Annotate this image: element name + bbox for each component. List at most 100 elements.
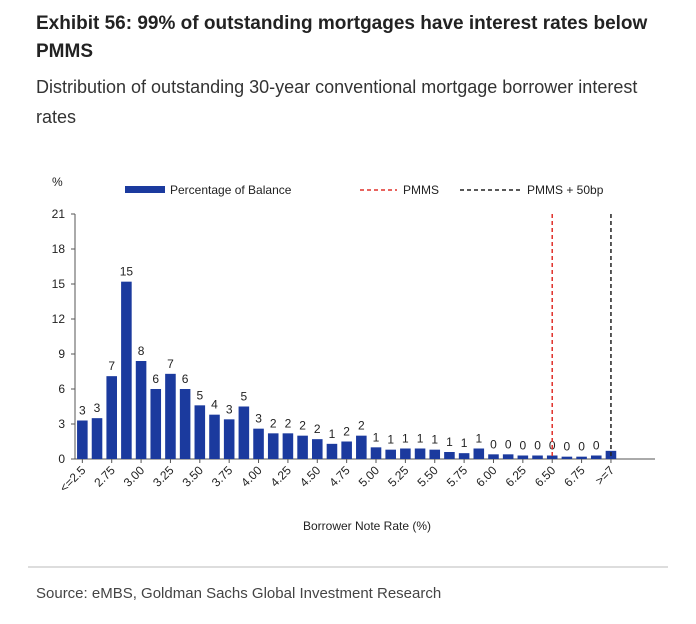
- data-label: 0: [490, 437, 497, 451]
- x-tick-label: 5.00: [356, 463, 383, 490]
- bar: [429, 449, 441, 459]
- data-label: 1: [461, 436, 468, 450]
- x-tick-label: 4.75: [326, 463, 353, 490]
- legend-swatch: [125, 186, 165, 193]
- bar: [517, 455, 529, 459]
- y-tick-label: 15: [52, 277, 66, 291]
- bar: [444, 452, 455, 459]
- data-label: 1: [431, 433, 438, 447]
- bar: [150, 389, 162, 459]
- data-label: 6: [152, 372, 159, 386]
- x-tick-label: >=7: [593, 463, 618, 488]
- x-tick-label: 6.75: [561, 463, 588, 490]
- y-tick-label: 0: [58, 452, 65, 466]
- x-tick-label: 5.25: [385, 463, 412, 490]
- bar: [400, 448, 411, 459]
- data-label: 3: [79, 404, 86, 418]
- y-tick-label: 12: [52, 312, 66, 326]
- data-label: 2: [343, 425, 350, 439]
- bar: [341, 441, 352, 459]
- legend-label: Percentage of Balance: [170, 183, 292, 197]
- data-label: 1: [417, 432, 424, 446]
- bar: [370, 447, 382, 459]
- bar: [297, 435, 308, 459]
- bar: [502, 454, 514, 459]
- bar: [194, 405, 206, 459]
- data-label: 1: [402, 432, 409, 446]
- bar: [91, 418, 103, 459]
- bar: [414, 448, 426, 459]
- x-tick-label: 4.25: [268, 463, 295, 490]
- bar: [165, 373, 176, 459]
- chart-subtitle: Distribution of outstanding 30-year conv…: [36, 77, 637, 127]
- data-label: 8: [138, 344, 145, 358]
- x-tick-label: 3.50: [180, 463, 207, 490]
- source: Source: eMBS, Goldman Sachs Global Inves…: [36, 585, 441, 602]
- y-tick-label: 21: [52, 207, 66, 221]
- x-tick-label: 4.00: [238, 463, 265, 490]
- bar: [238, 406, 250, 459]
- bar: [473, 448, 485, 459]
- x-axis-title: Borrower Note Rate (%): [303, 519, 431, 533]
- data-label: 5: [241, 390, 248, 404]
- bar: [223, 419, 235, 459]
- y-unit: %: [52, 175, 63, 189]
- y-tick-label: 6: [58, 382, 65, 396]
- data-label: 1: [446, 435, 453, 449]
- data-label: 2: [314, 422, 321, 436]
- data-label: 0: [593, 439, 600, 453]
- data-label: 1: [387, 433, 394, 447]
- y-tick-label: 3: [58, 417, 65, 431]
- data-label: 5: [196, 388, 203, 402]
- data-label: 2: [358, 419, 365, 433]
- bar: [121, 281, 132, 459]
- x-tick-label: 3.25: [150, 463, 177, 490]
- bar: [488, 454, 499, 459]
- bar: [385, 449, 396, 459]
- bar: [458, 453, 470, 459]
- x-tick-label: 3.00: [121, 463, 148, 490]
- data-label: 0: [578, 440, 585, 454]
- bar: [576, 456, 587, 459]
- x-tick-label: 2.75: [91, 463, 118, 490]
- data-label: 1: [329, 427, 336, 441]
- data-label: 3: [255, 412, 262, 426]
- data-label: 6: [182, 372, 189, 386]
- data-label: 15: [120, 265, 134, 279]
- data-label: 0: [534, 439, 541, 453]
- x-tick-label: 6.25: [503, 463, 530, 490]
- data-label: 0: [520, 439, 527, 453]
- bar: [209, 414, 220, 459]
- x-tick-label: 4.50: [297, 463, 324, 490]
- data-label: 1: [475, 432, 482, 446]
- bar: [590, 455, 602, 459]
- bar: [253, 428, 264, 459]
- bar: [311, 439, 323, 459]
- y-tick-label: 9: [58, 347, 65, 361]
- legend-label: PMMS + 50bp: [527, 183, 604, 197]
- bar: [267, 433, 279, 459]
- bar: [77, 420, 88, 459]
- x-tick-label: 5.75: [444, 463, 471, 490]
- bar: [326, 443, 338, 459]
- x-tick-label: <=2.5: [57, 463, 89, 495]
- bar: [282, 433, 294, 459]
- y-tick-label: 18: [52, 242, 66, 256]
- data-label: 7: [108, 359, 115, 373]
- x-tick-label: 6.50: [532, 463, 559, 490]
- bar: [179, 389, 191, 459]
- bar: [546, 455, 558, 459]
- bar: [532, 455, 543, 459]
- data-label: 2: [270, 416, 277, 430]
- data-label: 0: [564, 440, 571, 454]
- data-label: 7: [167, 357, 174, 371]
- x-tick-label: 5.50: [414, 463, 441, 490]
- bar: [561, 456, 573, 459]
- x-tick-label: 6.00: [473, 463, 500, 490]
- bar: [106, 376, 117, 459]
- data-label: 3: [226, 402, 233, 416]
- data-label: 2: [299, 419, 306, 433]
- data-label: 2: [285, 416, 292, 430]
- bar: [356, 435, 367, 459]
- data-label: 1: [373, 430, 380, 444]
